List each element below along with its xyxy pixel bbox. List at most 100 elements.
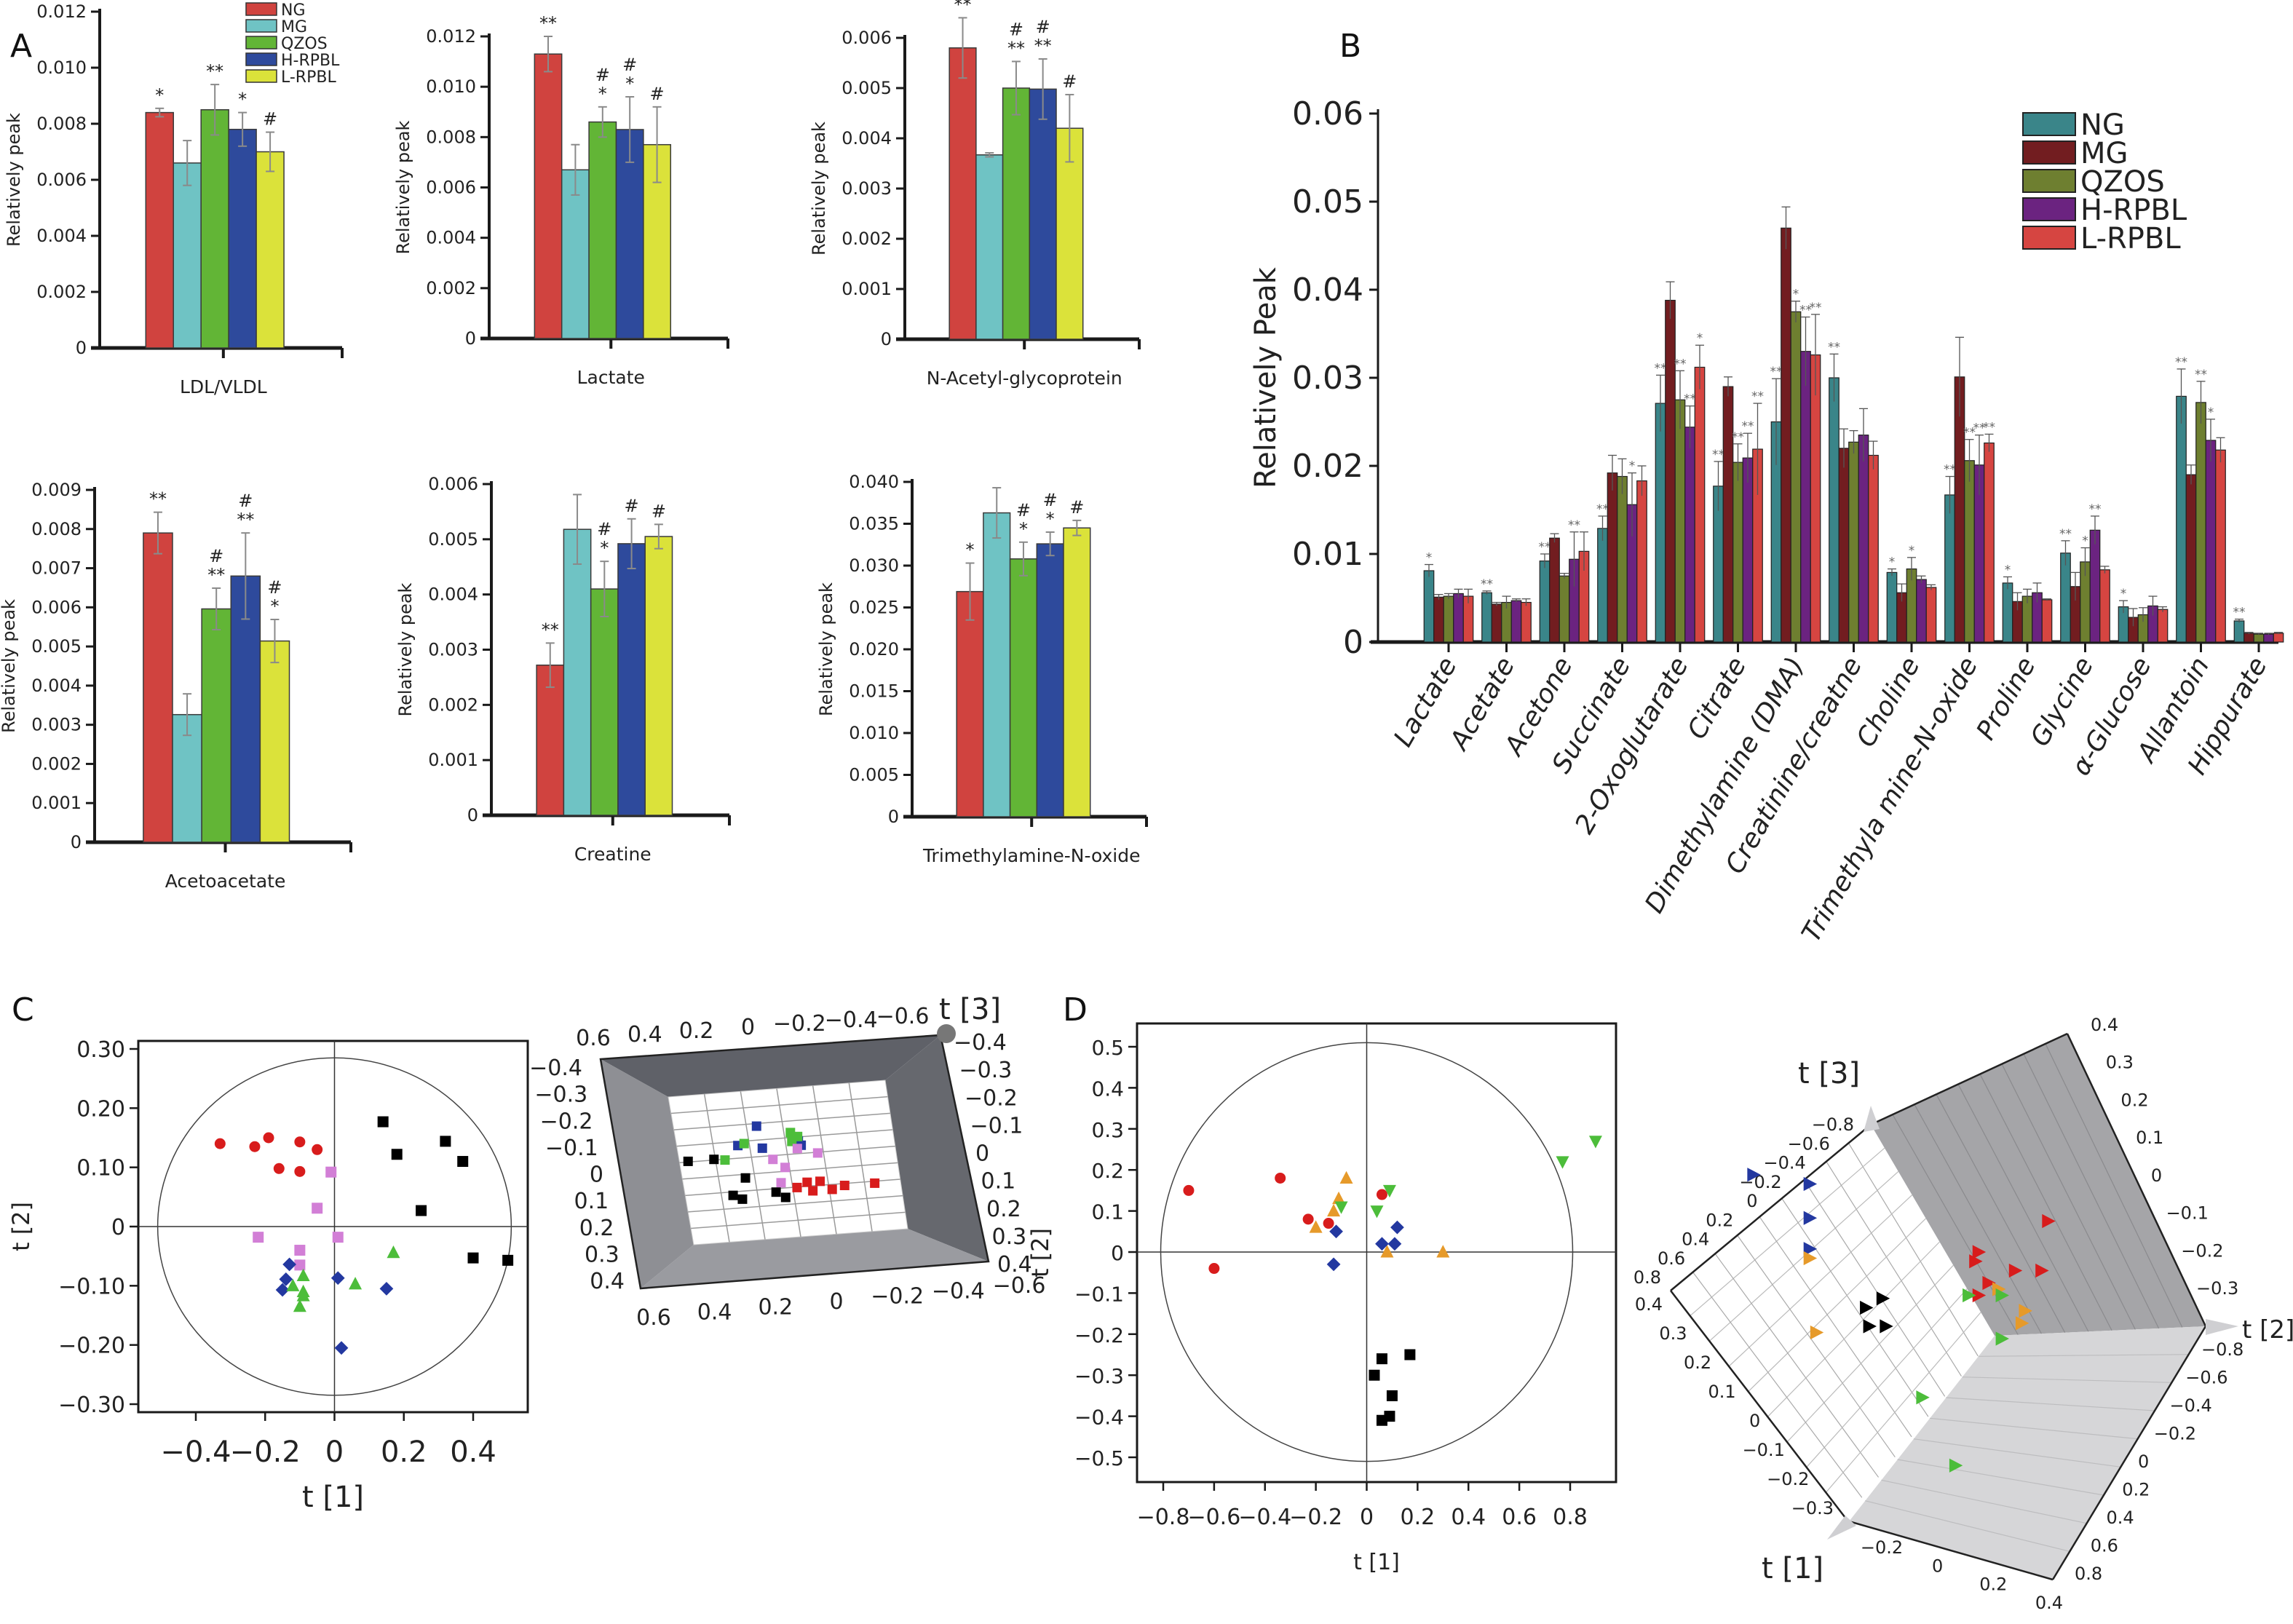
grid-line	[1897, 1459, 2104, 1496]
axis-tick-label: 0.6	[576, 1026, 611, 1051]
significance-mark: *	[1046, 509, 1055, 529]
legend-swatch	[245, 19, 277, 33]
bar-l-rpbl	[1868, 454, 1879, 643]
data-point-circle	[1323, 1218, 1334, 1229]
data-point-triangle-up	[296, 1268, 310, 1282]
bar-h-rpbl	[1510, 600, 1522, 643]
significance-mark: **	[1655, 361, 1667, 376]
grid-line	[1936, 1094, 2066, 1333]
data-point-triangle-down	[1334, 1201, 1348, 1214]
data-point-diamond	[282, 1257, 296, 1272]
data-point-diamond	[1387, 1237, 1402, 1251]
data-point-triangle-right	[1982, 1275, 1996, 1291]
axis-tick-label: −0.4	[1763, 1153, 1805, 1173]
grid-line	[1826, 1161, 1962, 1377]
grid-line	[2045, 1043, 2183, 1328]
axis-title-t2: t [2]	[2242, 1315, 2293, 1344]
bar-l-rpbl	[1063, 527, 1091, 817]
bar-ng	[145, 111, 174, 349]
data-point-square	[1376, 1414, 1387, 1426]
box-outline	[599, 1034, 990, 1290]
grid-line	[691, 1211, 906, 1229]
bar-h-rpbl	[1029, 88, 1057, 340]
data-point-square	[815, 1176, 825, 1187]
data-point-circle	[273, 1162, 285, 1174]
y-tick-label: 0.4	[1091, 1077, 1124, 1101]
grid-line	[673, 1112, 890, 1130]
axis-tick-label: 0.4	[590, 1269, 625, 1294]
data-point-triangle-up	[1332, 1191, 1346, 1205]
significance-mark: **	[542, 619, 559, 640]
grid-line	[1946, 1397, 2155, 1411]
significance-mark: *	[600, 538, 609, 558]
data-point-triangle-up	[387, 1245, 400, 1259]
data-point-square	[294, 1245, 306, 1256]
data-point-circle	[1183, 1184, 1195, 1196]
bar-l-rpbl	[256, 151, 285, 349]
bar-h-rpbl	[228, 128, 257, 349]
data-point-triangle-right	[1963, 1288, 1976, 1303]
y-tick-label: 0.10	[76, 1156, 125, 1181]
bar-qzos	[1009, 558, 1038, 817]
significance-mark: **	[1568, 518, 1580, 533]
panel-letter-b: B	[1339, 28, 1361, 65]
x-tick-label: 0.2	[1401, 1505, 1435, 1530]
bar-qzos	[200, 109, 229, 349]
legend-swatch	[2022, 169, 2076, 193]
bar-h-rpbl	[2263, 633, 2274, 643]
significance-mark: *	[2208, 405, 2214, 420]
data-point-square	[792, 1182, 802, 1192]
y-tick-label: 0.003	[841, 178, 892, 199]
axis-tick-label: 0.2	[1706, 1210, 1733, 1230]
data-point-triangle-down	[1370, 1205, 1384, 1219]
significance-mark: *	[625, 74, 634, 94]
data-point-square	[1404, 1349, 1416, 1360]
bar-mg	[1781, 227, 1791, 643]
axis-tick-label: −0.2	[871, 1284, 924, 1310]
axis-tick-label: 0.2	[1684, 1352, 1711, 1373]
x-tick-label: −0.2	[1289, 1505, 1342, 1530]
data-point-circle	[312, 1144, 323, 1155]
y-tick-label: 0	[888, 807, 899, 827]
significance-mark: **	[149, 489, 167, 510]
significance-mark: *	[598, 84, 607, 104]
data-point-square	[827, 1184, 837, 1195]
significance-mark: #	[238, 491, 253, 511]
bar-mg	[1549, 537, 1560, 643]
significance-mark: **	[539, 13, 557, 33]
bar-l-rpbl	[2157, 609, 2169, 643]
axis-tick-label: −0.4	[529, 1055, 582, 1081]
y-tick-label: 0.1	[1091, 1200, 1124, 1224]
bar-h-rpbl	[1684, 427, 1695, 643]
grid-line	[1737, 1235, 1896, 1458]
data-point-triangle-right	[2035, 1263, 2049, 1278]
bar-h-rpbl	[1800, 351, 1811, 643]
data-point-triangle-right	[1949, 1458, 1963, 1473]
data-point-triangle-right	[2019, 1304, 2032, 1318]
bar-l-rpbl	[644, 536, 673, 816]
rotation-handle	[937, 1024, 956, 1043]
axis-tick-label: −0.1	[970, 1113, 1023, 1138]
data-point-diamond	[330, 1271, 345, 1286]
bar-ng	[956, 590, 984, 817]
x-axis-title: LDL/VLDL	[180, 376, 267, 397]
data-point-triangle-up	[349, 1277, 363, 1290]
y-tick-label: 0.005	[428, 529, 478, 550]
significance-mark: *	[1019, 519, 1028, 539]
bar-ng	[1655, 403, 1666, 643]
axis-arrow-t3	[1864, 1106, 1880, 1132]
data-point-circle	[214, 1138, 226, 1149]
data-point-triangle-right	[1803, 1242, 1818, 1256]
y-axis-title: t [2]	[1026, 1228, 1054, 1278]
y-tick-label: 0.002	[426, 278, 476, 298]
y-tick-label: −0.20	[58, 1334, 125, 1359]
data-point-triangle-up	[293, 1299, 306, 1312]
axis-tick-label: −0.4	[954, 1030, 1007, 1055]
grid-line	[776, 1088, 801, 1237]
axis-tick-label: 0	[2138, 1451, 2149, 1472]
bar-mg	[1838, 448, 1850, 643]
bar-h-rpbl	[230, 575, 261, 843]
z-axis-title: t [3]	[939, 993, 1001, 1026]
y-tick-label: −0.5	[1074, 1446, 1124, 1470]
y-tick-label: 0.005	[841, 78, 892, 98]
